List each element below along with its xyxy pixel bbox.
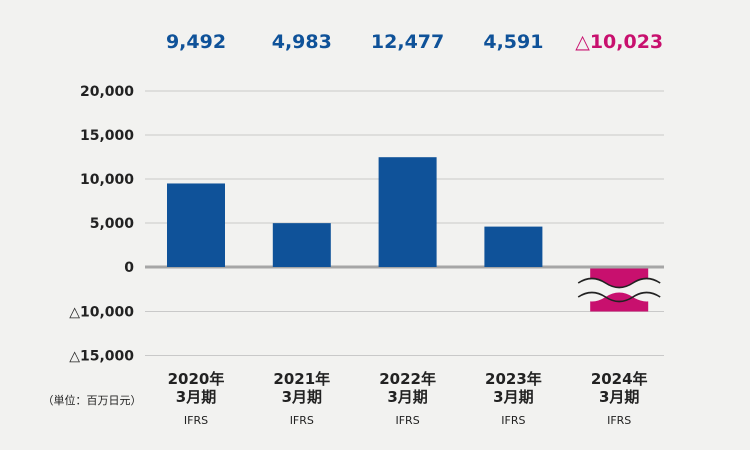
y-tick-label: 0 bbox=[124, 260, 134, 276]
category-label-period: 3月期 bbox=[599, 388, 639, 406]
bar bbox=[378, 157, 437, 267]
category-label-standard: IFRS bbox=[290, 414, 314, 427]
category-label-year: 2020年 bbox=[168, 370, 225, 388]
data-label: 9,492 bbox=[166, 31, 226, 53]
y-tick-label: 20,000 bbox=[80, 84, 134, 100]
y-tick-label: 5,000 bbox=[90, 216, 135, 232]
bar bbox=[272, 223, 331, 267]
data-label: △10,023 bbox=[575, 31, 663, 53]
bar bbox=[167, 183, 225, 267]
category-label-year: 2021年 bbox=[273, 370, 330, 388]
bar bbox=[484, 226, 543, 267]
category-label-standard: IFRS bbox=[501, 414, 525, 427]
category-label-year: 2023年 bbox=[485, 370, 542, 388]
category-label-period: 3月期 bbox=[282, 388, 322, 406]
axis-break-line bbox=[577, 277, 661, 289]
category-label-period: 3月期 bbox=[493, 388, 533, 406]
unit-label: （単位：百万日元） bbox=[43, 393, 142, 407]
category-label-period: 3月期 bbox=[387, 388, 427, 406]
axis-break-line bbox=[577, 291, 661, 303]
category-label-year: 2024年 bbox=[591, 370, 648, 388]
y-tick-label: 10,000 bbox=[80, 172, 134, 188]
data-label: 12,477 bbox=[371, 31, 444, 53]
y-tick-label: 15,000 bbox=[80, 128, 134, 144]
y-tick-label: △10,000 bbox=[69, 305, 134, 321]
category-label-standard: IFRS bbox=[184, 414, 208, 427]
category-label-standard: IFRS bbox=[607, 414, 631, 427]
category-label-period: 3月期 bbox=[176, 388, 216, 406]
data-label: 4,591 bbox=[483, 31, 543, 53]
axis-break-band bbox=[578, 278, 661, 302]
data-label: 4,983 bbox=[272, 31, 332, 53]
category-label-year: 2022年 bbox=[379, 370, 436, 388]
category-label-standard: IFRS bbox=[395, 414, 419, 427]
y-tick-label: △15,000 bbox=[69, 349, 134, 365]
